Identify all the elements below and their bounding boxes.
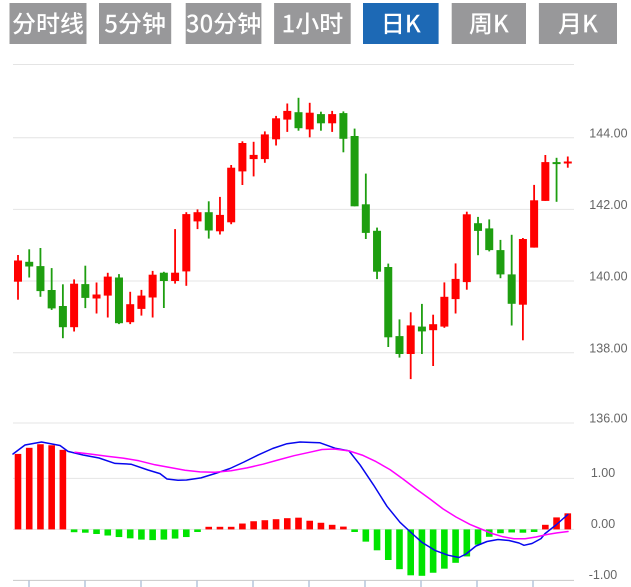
svg-text:144.00: 144.00 (589, 127, 627, 141)
svg-text:140.00: 140.00 (589, 270, 627, 284)
svg-text:-1.00: -1.00 (589, 568, 618, 582)
svg-text:136.00: 136.00 (589, 412, 627, 426)
svg-text:142.00: 142.00 (589, 198, 627, 212)
svg-text:0.00: 0.00 (591, 517, 615, 531)
svg-text:138.00: 138.00 (589, 342, 627, 356)
svg-text:1.00: 1.00 (591, 466, 615, 480)
